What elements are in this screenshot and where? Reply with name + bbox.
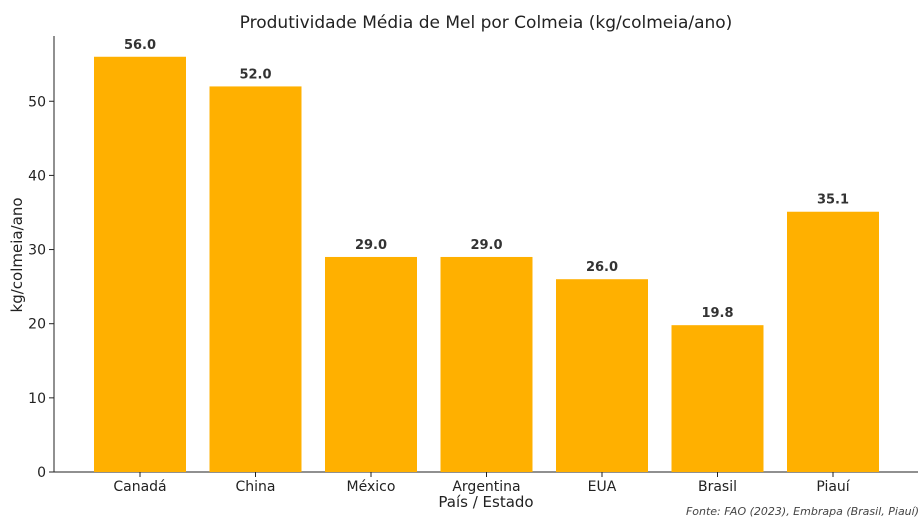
- data-label: 29.0: [355, 238, 387, 253]
- y-axis-label: kg/colmeia/ano: [8, 198, 26, 313]
- y-tick-label: 0: [37, 465, 46, 481]
- x-tick-label: Canadá: [113, 479, 166, 495]
- plot-area: 0 10 20 30 40 50 56.0 Canadá 52.0 China 29.0 México…: [28, 36, 918, 495]
- bar: [787, 211, 879, 473]
- x-tick-label: Argentina: [452, 479, 520, 495]
- bar: [94, 56, 186, 473]
- x-tick-label: EUA: [588, 479, 617, 495]
- bar: [209, 86, 302, 473]
- y-tick-label: 20: [28, 317, 46, 333]
- data-label: 19.8: [701, 306, 733, 321]
- data-label: 35.1: [817, 193, 849, 208]
- data-label: 29.0: [470, 238, 502, 253]
- x-axis-label: País / Estado: [438, 493, 533, 511]
- data-label: 26.0: [586, 260, 618, 275]
- x-tick-label: Piauí: [816, 479, 850, 495]
- bar: [556, 279, 648, 472]
- y-tick-label: 40: [28, 168, 46, 184]
- x-tick-label: Brasil: [698, 479, 737, 495]
- data-label: 52.0: [239, 67, 271, 82]
- data-label: 56.0: [124, 38, 156, 53]
- y-tick-label: 10: [28, 391, 46, 407]
- chart-title: Produtividade Média de Mel por Colmeia (…: [240, 13, 733, 33]
- bar: [671, 325, 764, 472]
- y-tick-label: 50: [28, 94, 46, 110]
- x-tick-label: China: [236, 479, 276, 495]
- bar: [325, 256, 417, 472]
- y-tick-label: 30: [28, 243, 46, 259]
- x-tick-label: México: [347, 479, 396, 495]
- bar: [440, 256, 533, 472]
- source-note: Fonte: FAO (2023), Embrapa (Brasil, Piau…: [686, 505, 919, 518]
